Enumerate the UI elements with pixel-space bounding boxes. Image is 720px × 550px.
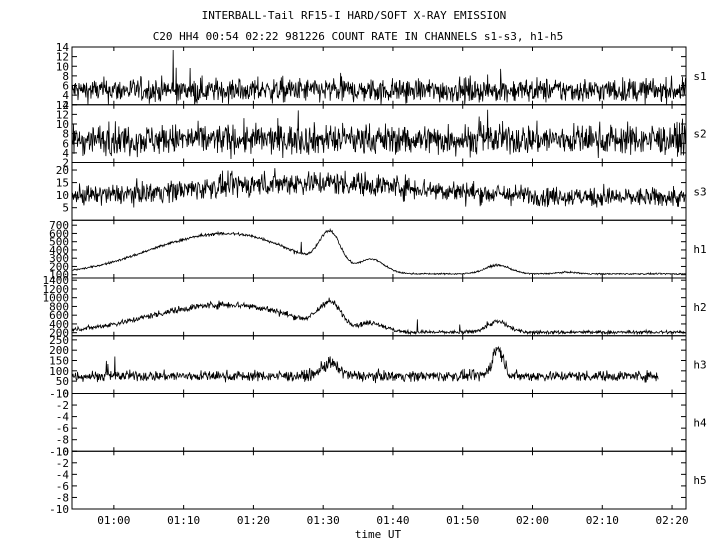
- y-tick-label: 200: [49, 327, 69, 340]
- panel-frame: [71, 393, 687, 452]
- y-tick-label: 6: [62, 137, 69, 150]
- x-tick-label: 02:00: [516, 514, 549, 527]
- x-tick-label: 01:50: [446, 514, 479, 527]
- panel-label-h2: h2: [693, 301, 706, 314]
- panel-frame: [71, 335, 687, 394]
- y-tick-label: 400: [49, 318, 69, 331]
- panel-frame: [71, 450, 687, 510]
- panel-label-h3: h3: [693, 359, 706, 372]
- y-tick-label: 700: [49, 219, 69, 232]
- y-tick-label: 100: [49, 269, 69, 282]
- y-tick-label: 4: [62, 89, 69, 102]
- panel-label-h1: h1: [693, 243, 706, 256]
- y-tick-label: 400: [49, 244, 69, 257]
- panel-label-h4: h4: [693, 416, 707, 429]
- y-tick-label: -4: [56, 468, 70, 481]
- y-tick-label: 14: [56, 41, 70, 54]
- x-axis: 01:00 01:10 01:20 01:30 01:40 01:50 02:00 02:10…: [97, 514, 688, 527]
- series-h2-line: [71, 297, 687, 336]
- y-tick-label: 2: [62, 157, 69, 170]
- y-tick-label: 0: [62, 388, 69, 401]
- chart-subtitle: C20 HH4 00:54 02:22 981226 COUNT RATE IN…: [153, 30, 564, 43]
- y-tick-label: 50: [56, 375, 69, 388]
- y-tick-label: -10: [49, 445, 69, 458]
- y-tick-label: 15: [56, 177, 69, 190]
- y-tick-label: 0: [62, 445, 69, 458]
- y-tick-label: 600: [49, 227, 69, 240]
- y-tick-label: 5: [62, 202, 69, 215]
- chart-title: INTERBALL-Tail RF15-I HARD/SOFT X-RAY EM…: [202, 9, 507, 22]
- y-tick-label: 150: [49, 355, 69, 368]
- y-tick-label: -2: [56, 457, 69, 470]
- y-tick-label: 8: [62, 70, 69, 83]
- series-s3-line: [71, 168, 687, 208]
- series-s2-line: [71, 109, 687, 160]
- x-tick-label: 02:20: [655, 514, 688, 527]
- y-tick-label: 10: [56, 60, 69, 73]
- y-tick-label: 1000: [43, 292, 70, 305]
- x-tick-label: 01:40: [376, 514, 409, 527]
- x-tick-label: 01:30: [307, 514, 340, 527]
- y-tick-label: -10: [49, 503, 69, 516]
- panel-label-s1: s1: [693, 70, 706, 83]
- x-tick-label: 01:10: [167, 514, 200, 527]
- y-tick-label: 250: [49, 334, 69, 347]
- y-tick-label: 6: [62, 80, 69, 93]
- y-tick-label: 200: [49, 344, 69, 357]
- y-tick-label: -2: [56, 399, 69, 412]
- y-tick-label: -4: [56, 411, 70, 424]
- y-tick-label: 100: [49, 365, 69, 378]
- series-s1-line: [71, 49, 687, 105]
- y-tick-label: 200: [49, 260, 69, 273]
- y-tick-label: 12: [56, 108, 69, 121]
- y-tick-label: 1200: [43, 283, 70, 296]
- panel-label-s2: s2: [693, 128, 706, 141]
- series-h3-line: [71, 345, 659, 384]
- x-tick-label: 02:10: [586, 514, 619, 527]
- y-tick-label: 12: [56, 51, 69, 64]
- y-tick-label: -10: [49, 388, 69, 401]
- y-tick-label: 8: [62, 128, 69, 141]
- y-tick-label: -8: [56, 434, 69, 447]
- panels-group: 2468101214s12468101214s25101520s31002003…: [43, 41, 707, 516]
- y-tick-label: -6: [56, 480, 69, 493]
- y-tick-label: 14: [56, 99, 70, 112]
- y-tick-label: 300: [49, 252, 69, 265]
- y-tick-label: 20: [56, 164, 69, 177]
- panel-label-s3: s3: [693, 185, 706, 198]
- y-tick-label: 2: [62, 99, 69, 112]
- y-tick-label: -6: [56, 422, 69, 435]
- x-axis-label: time UT: [355, 528, 402, 541]
- y-tick-label: 10: [56, 189, 69, 202]
- series-h1-line: [71, 227, 687, 276]
- x-tick-label: 01:00: [97, 514, 130, 527]
- y-tick-label: 1400: [43, 274, 70, 287]
- y-tick-label: 500: [49, 236, 69, 249]
- x-tick-label: 01:20: [237, 514, 270, 527]
- y-tick-label: 4: [62, 147, 69, 160]
- panel-frame: [71, 219, 687, 279]
- y-tick-label: 600: [49, 309, 69, 322]
- panel-frame: [71, 277, 687, 337]
- y-tick-label: 10: [56, 118, 69, 131]
- y-tick-label: -8: [56, 491, 69, 504]
- panel-label-h5: h5: [693, 474, 706, 487]
- y-tick-label: 800: [49, 300, 69, 313]
